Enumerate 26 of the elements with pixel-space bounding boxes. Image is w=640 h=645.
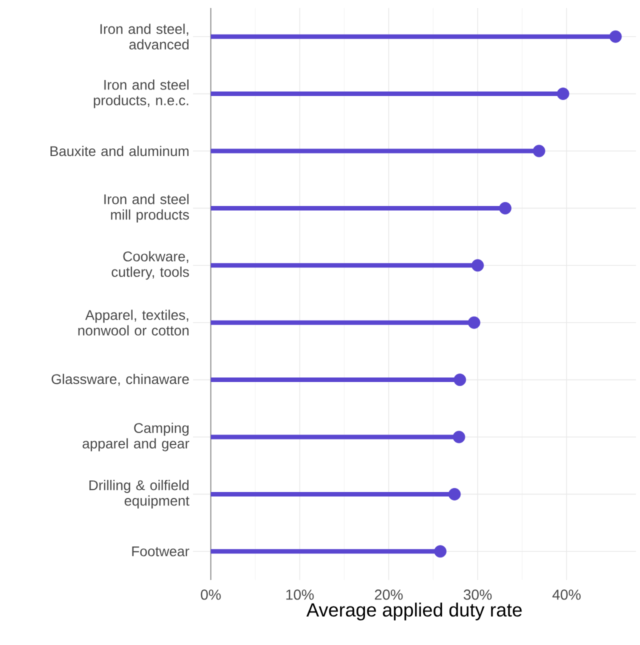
x-tick-label: 40% bbox=[552, 590, 581, 600]
y-tick-label: Camping apparel and gear bbox=[82, 422, 190, 452]
y-tick-label: Iron and steel mill products bbox=[104, 194, 189, 222]
point bbox=[452, 430, 466, 444]
point bbox=[556, 88, 570, 100]
y-tick-label: Cookware, cutlery, tools bbox=[112, 251, 189, 280]
x-tick-label: 10% bbox=[286, 590, 314, 600]
y-tick-label: Glassware, chinaware bbox=[52, 374, 189, 386]
x-tick-label: 30% bbox=[464, 590, 492, 600]
y-tick-label: Iron and steel, advanced bbox=[100, 24, 189, 50]
point bbox=[499, 202, 512, 214]
y-tick-label: Iron and steel products, n.e.c. bbox=[94, 80, 189, 108]
point bbox=[471, 259, 484, 272]
point bbox=[454, 374, 466, 386]
point bbox=[532, 144, 546, 158]
x-axis-title: Average applied duty rate bbox=[306, 602, 522, 620]
y-tick-label: Bauxite and aluminum bbox=[50, 146, 189, 156]
y-tick-label: Apparel, textiles, nonwool or cotton bbox=[78, 310, 189, 336]
point bbox=[448, 488, 461, 500]
y-tick-label: Drilling & oilfield equipment bbox=[89, 480, 190, 508]
y-tick-label: Footwear bbox=[132, 546, 190, 556]
x-tick-label: 20% bbox=[374, 590, 403, 600]
x-tick-label: 0% bbox=[200, 590, 221, 600]
point bbox=[468, 316, 480, 329]
point bbox=[609, 30, 622, 43]
point bbox=[434, 545, 446, 558]
